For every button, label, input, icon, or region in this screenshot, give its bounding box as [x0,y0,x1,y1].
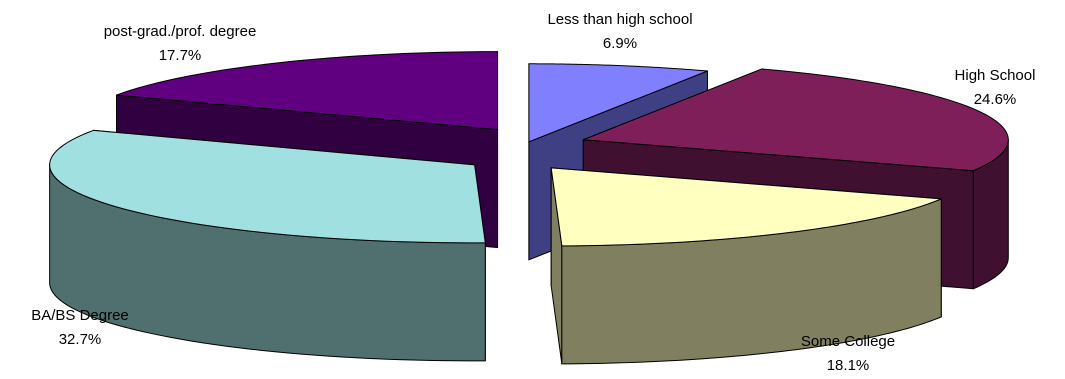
slice-post-grad-prof-degree [116,51,499,131]
slice-label: Some College [801,333,895,350]
slice-high-school [583,68,1009,172]
slice-less-than-high-school [528,63,708,143]
slice-label: BA/BS Degree [31,307,129,324]
slice-value-label: 6.9% [603,35,637,52]
slice-label: Less than high school [547,11,692,28]
pie-labels: Less than high school 6.9% High School 24.6… [31,11,1035,374]
slice-some-college [550,167,942,247]
slice-label: post-grad./prof. degree [104,23,257,40]
slice-ba-bs-degree [49,129,486,244]
slice-value-label: 18.1% [827,357,870,374]
slice-label: High School [955,67,1036,84]
slice-value-label: 17.7% [159,47,202,64]
slice-value-label: 24.6% [974,91,1017,108]
slice-value-label: 32.7% [59,331,102,348]
pie-top-faces [49,51,1009,247]
